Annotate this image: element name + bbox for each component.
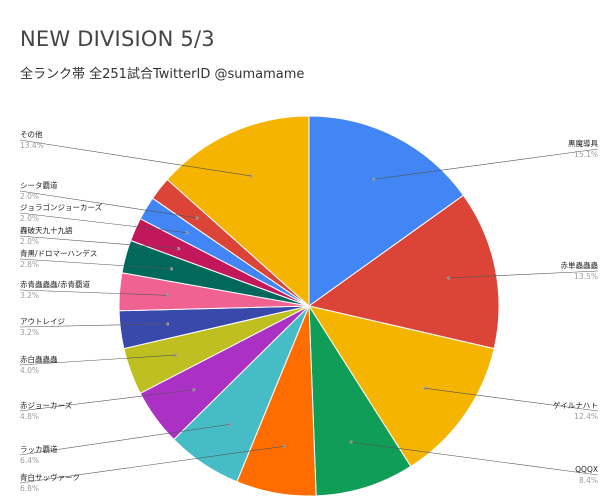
slice-percent: 3.2% bbox=[20, 328, 39, 337]
slice-label: その他 bbox=[20, 129, 43, 139]
slice-label: ゲイルナハト bbox=[553, 401, 598, 410]
slice-label: アウトレイジ bbox=[20, 317, 65, 326]
slice-percent: 6.8% bbox=[20, 484, 39, 493]
pie-slice bbox=[307, 305, 495, 468]
leader-line bbox=[19, 389, 194, 412]
slice-percent: 4.8% bbox=[20, 412, 39, 421]
slice-label: QQQX bbox=[575, 465, 598, 474]
leader-line bbox=[351, 441, 599, 476]
slice-percent: 4.0% bbox=[20, 366, 39, 375]
slice-percent: 13.4% bbox=[20, 141, 44, 150]
slice-label: 轟破天九十九語 bbox=[20, 225, 73, 235]
pie-slices bbox=[118, 115, 500, 497]
leader-line bbox=[374, 148, 599, 180]
slice-percent: 6.4% bbox=[20, 456, 39, 465]
slice-percent: 12.4% bbox=[574, 412, 598, 421]
slice-label: ラッカ覇道 bbox=[20, 444, 58, 454]
slice-label: 黒魔導具 bbox=[568, 138, 598, 148]
slice-label: 赤青蟲蟲蟲/赤青覇道 bbox=[20, 279, 91, 289]
slice-label: 赤白蟲蟲蟲 bbox=[20, 354, 58, 364]
slice-label: シータ覇道 bbox=[20, 180, 58, 190]
leader-line bbox=[19, 235, 179, 249]
slice-percent: 2.0% bbox=[20, 214, 39, 223]
slice-percent: 2.8% bbox=[20, 260, 39, 269]
pie-leader-lines bbox=[19, 139, 599, 484]
leader-line bbox=[19, 323, 168, 328]
leader-line bbox=[19, 258, 172, 270]
leader-line bbox=[425, 388, 599, 412]
slice-label: ジョラゴンジョーカーズ bbox=[20, 202, 103, 212]
slice-percent: 8.4% bbox=[579, 476, 598, 485]
leader-line bbox=[19, 212, 187, 233]
leader-line bbox=[19, 424, 230, 456]
slice-percent: 3.2% bbox=[20, 291, 39, 300]
leader-line bbox=[19, 354, 176, 366]
leader-line bbox=[448, 270, 599, 279]
slice-label: 青白サッヴァーク bbox=[20, 472, 80, 482]
chart-subtitle: 全ランク帯 全251試合TwitterID @sumamame bbox=[20, 67, 305, 82]
slice-percent: 13.5% bbox=[574, 272, 598, 281]
pie-slice bbox=[166, 115, 310, 308]
slice-percent: 2.0% bbox=[20, 237, 39, 246]
pie-slice bbox=[307, 194, 500, 350]
slice-percent: 2.0% bbox=[20, 192, 39, 201]
pie-labels: 黒魔導具 15.1% 赤単蟲蟲蟲 13.5% ゲイルナハト 12.4% QQQX 8.4% 青白… bbox=[20, 129, 598, 493]
leader-line bbox=[19, 190, 197, 219]
pie-slice bbox=[308, 304, 412, 497]
slice-label: 赤単蟲蟲蟲 bbox=[561, 260, 599, 270]
pie-slice bbox=[308, 115, 465, 307]
leader-line bbox=[19, 139, 251, 177]
slice-label: 青黒/ドロマーハンデス bbox=[20, 248, 97, 258]
chart-title: NEW DIVISION 5/3 bbox=[20, 27, 215, 51]
leader-line bbox=[19, 446, 285, 484]
leader-line bbox=[19, 289, 167, 296]
slice-label: 赤ジョーカーズ bbox=[20, 400, 73, 410]
slice-percent: 15.1% bbox=[574, 150, 598, 159]
